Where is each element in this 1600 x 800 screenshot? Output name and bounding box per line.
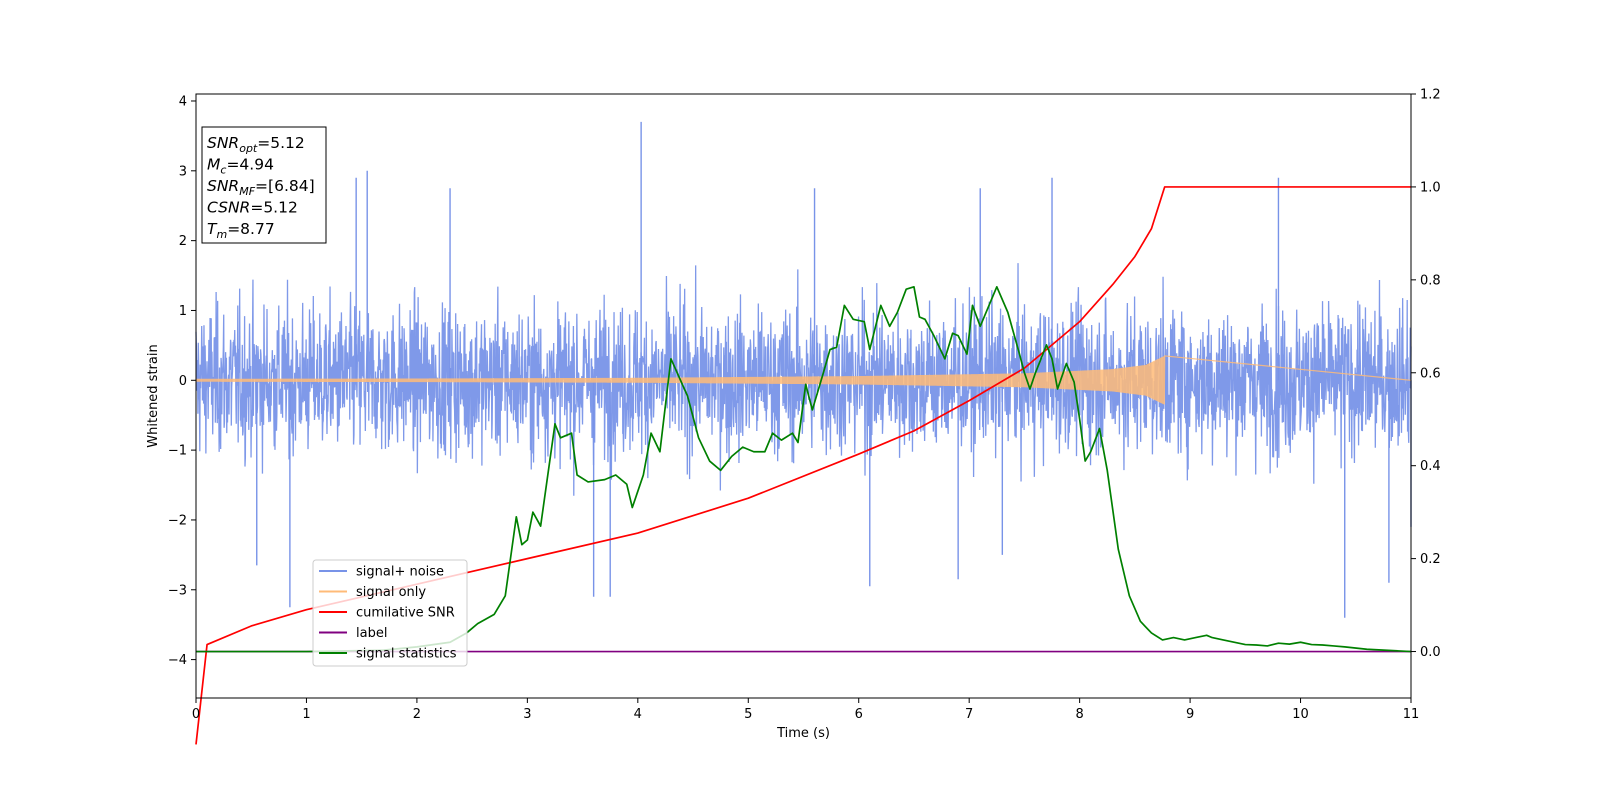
legend-entry: signal+ noise: [356, 565, 444, 580]
legend-entry: signal statistics: [356, 647, 457, 662]
x-tick-label: 4: [634, 707, 642, 722]
x-axis-label: Time (s): [776, 726, 830, 741]
y-right-tick-label: 0.4: [1420, 459, 1441, 474]
y-right-tick-label: 0.0: [1420, 645, 1441, 660]
series-signal-noise: [195, 121, 1412, 618]
x-tick-label: 6: [855, 707, 863, 722]
info-box-frame: [201, 126, 327, 244]
x-tick-label: 10: [1292, 707, 1309, 722]
legend-frame: [312, 559, 468, 667]
x-tick-label: 7: [965, 707, 973, 722]
x-tick-label: 0: [192, 707, 200, 722]
signal-statistics-line: [196, 285, 1412, 653]
plot-frame: [195, 93, 1412, 699]
y-right-tick-label: 0.2: [1420, 552, 1441, 567]
info-box-line: SNRMF=[6.84]: [207, 177, 315, 198]
y-right-tick-label: 0.6: [1420, 366, 1441, 381]
x-tick-label: 11: [1403, 707, 1420, 722]
legend-entry: label: [356, 626, 387, 641]
x-tick-label: 8: [1075, 707, 1083, 722]
y-left-tick-label: −1: [168, 444, 187, 459]
y-left-tick-label: −2: [168, 513, 187, 528]
x-tick-label: 1: [302, 707, 310, 722]
y-left-tick-label: −4: [168, 653, 187, 668]
legend: signal+ noise signal only cumilative SNR la…: [312, 559, 468, 667]
y-axis-label: Whitened strain: [146, 344, 161, 447]
y-left-tick-label: 4: [179, 94, 187, 109]
info-box-line: CSNR=5.12: [207, 199, 298, 217]
x-tick-label: 3: [523, 707, 531, 722]
info-box-line: SNRopt=5.12: [207, 134, 305, 155]
info-box-line: Mc=4.94: [207, 156, 274, 177]
axis-ticks: 0 1 2 3 4 5 6 7 8 9 10 11 −4 −3 −2 −1 0 1 2 3 4 0.0 0.2 0.4 0.6 0…: [168, 88, 1441, 723]
info-box-line: Tm=8.77: [207, 220, 275, 241]
x-tick-label: 2: [413, 707, 421, 722]
y-left-tick-label: 1: [179, 304, 187, 319]
y-left-tick-label: 0: [179, 374, 187, 389]
y-right-tick-label: 1.0: [1420, 180, 1441, 195]
cumulative-snr-line: [195, 186, 1411, 745]
legend-entry: cumilative SNR: [356, 606, 455, 621]
y-left-tick-label: 3: [179, 164, 187, 179]
x-tick-label: 5: [744, 707, 752, 722]
y-right-tick-label: 0.8: [1420, 273, 1441, 288]
y-left-tick-label: 2: [179, 234, 187, 249]
legend-entry: signal only: [356, 585, 426, 600]
y-left-tick-label: −3: [168, 583, 187, 598]
y-right-tick-label: 1.2: [1420, 88, 1441, 103]
x-tick-label: 9: [1186, 707, 1194, 722]
